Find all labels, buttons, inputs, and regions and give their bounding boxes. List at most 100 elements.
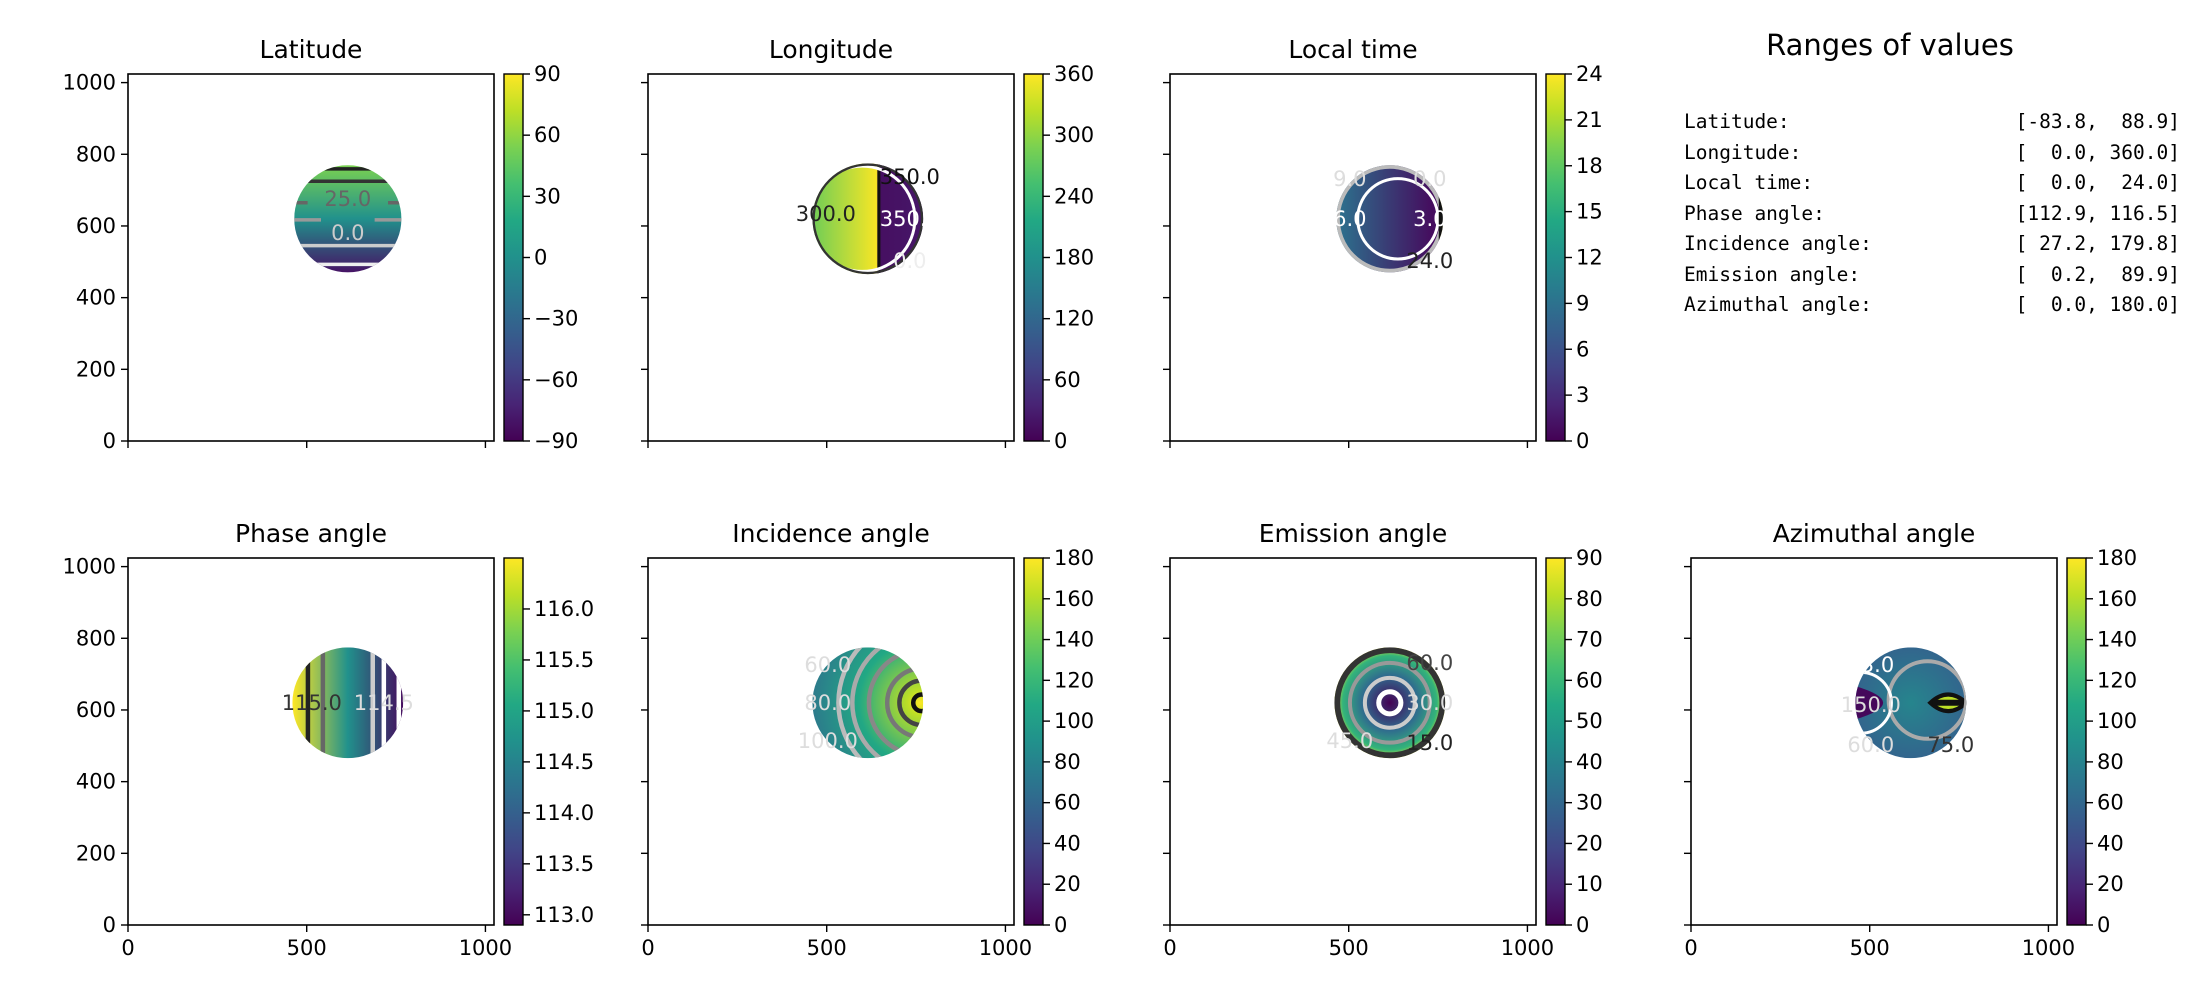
range-row: Azimuthal angle: [ 0.0, 180.0] bbox=[1684, 293, 2180, 323]
contour-label: 0.0 bbox=[331, 221, 364, 245]
colorbar-tick-label: 10 bbox=[1576, 872, 1603, 896]
range-label: Azimuthal angle: bbox=[1684, 293, 1872, 316]
subplot-title: Latitude bbox=[260, 35, 363, 64]
x-tick-label: 500 bbox=[1850, 936, 1890, 960]
range-value: [112.9, 116.5] bbox=[2015, 201, 2180, 225]
x-tick-label: 0 bbox=[1163, 936, 1176, 960]
subplot-title: Phase angle bbox=[235, 519, 387, 548]
colorbar-tick-label: 100 bbox=[1054, 709, 1094, 733]
colorbar-tick-label: 60 bbox=[1054, 791, 1081, 815]
contour-label: 0.0 bbox=[1413, 167, 1446, 191]
colorbar bbox=[1545, 73, 1566, 442]
contour-line bbox=[1376, 689, 1404, 717]
colorbar-tick-label: −30 bbox=[534, 307, 578, 331]
colorbar-tick-label: 24 bbox=[1576, 62, 1603, 86]
colorbar-tick-label: −90 bbox=[534, 429, 578, 453]
range-row: Incidence angle: [ 27.2, 179.8] bbox=[1684, 232, 2180, 262]
colorbar-tick-label: 0 bbox=[1576, 913, 1589, 937]
colorbar-tick-label: 180 bbox=[1054, 246, 1094, 270]
subplot-title: Longitude bbox=[769, 35, 893, 64]
colorbar-tick-label: 20 bbox=[2097, 872, 2124, 896]
colorbar bbox=[2066, 557, 2087, 926]
contour-label: 300.0 bbox=[796, 202, 856, 226]
colorbar bbox=[503, 557, 524, 926]
colorbar-tick-label: 80 bbox=[2097, 750, 2124, 774]
y-tick-label: 600 bbox=[76, 214, 116, 238]
x-tick-label: 0 bbox=[641, 936, 654, 960]
colorbar-tick-label: 115.0 bbox=[534, 699, 594, 723]
range-label: Longitude: bbox=[1684, 140, 1802, 164]
contour-label: 60.0 bbox=[1406, 651, 1453, 675]
colorbar-tick-label: 180 bbox=[2097, 546, 2137, 570]
contour-label: 75.0 bbox=[1927, 733, 1974, 757]
colorbar-tick-label: 114.0 bbox=[534, 801, 594, 825]
colorbar-tick-label: 40 bbox=[1054, 831, 1081, 855]
colorbar-tick-label: 120 bbox=[2097, 668, 2137, 692]
colorbar-tick-label: 0 bbox=[1054, 429, 1067, 453]
x-tick-label: 500 bbox=[807, 936, 847, 960]
range-row: Longitude: [ 0.0, 360.0] bbox=[1684, 141, 2180, 171]
colorbar-tick-label: 20 bbox=[1576, 831, 1603, 855]
range-value: [ 0.0, 180.0] bbox=[2015, 293, 2180, 316]
planet-disk bbox=[812, 647, 924, 759]
colorbar-tick-label: 18 bbox=[1576, 154, 1603, 178]
colorbar-tick-label: 60 bbox=[1054, 368, 1081, 392]
colorbar-tick-label: 180 bbox=[1054, 546, 1094, 570]
y-tick-label: 200 bbox=[76, 841, 116, 865]
contour-line bbox=[850, 647, 924, 759]
axes-frame bbox=[1690, 557, 2058, 926]
ranges-title: Ranges of values bbox=[1766, 28, 2014, 62]
contour-line bbox=[1362, 675, 1417, 730]
contour-label: 15.0 bbox=[1406, 731, 1453, 755]
contour-label: 115.0 bbox=[282, 691, 342, 715]
contour-label: 0.0 bbox=[893, 249, 926, 273]
contour-line bbox=[1886, 659, 1967, 741]
range-label: Phase angle: bbox=[1684, 201, 1825, 225]
colorbar-tick-label: 160 bbox=[2097, 587, 2137, 611]
y-tick-label: 1000 bbox=[63, 555, 116, 579]
colorbar-tick-label: 3 bbox=[1576, 383, 1589, 407]
colorbar-tick-label: 0 bbox=[1576, 429, 1589, 453]
colorbar-tick-label: 60 bbox=[1576, 668, 1603, 692]
colorbar-tick-label: 120 bbox=[1054, 668, 1094, 692]
axes-frame bbox=[1169, 557, 1537, 926]
subplot-title: Emission angle bbox=[1259, 519, 1448, 548]
contour-label: 23.0 bbox=[1847, 653, 1894, 677]
colorbar-tick-label: 114.5 bbox=[534, 750, 594, 774]
colorbar-tick-label: 0 bbox=[2097, 913, 2110, 937]
contour-label: 350.0 bbox=[880, 207, 940, 231]
colorbar-tick-label: 40 bbox=[1576, 750, 1603, 774]
colorbar-tick-label: 90 bbox=[1576, 546, 1603, 570]
y-tick-label: 200 bbox=[76, 357, 116, 381]
y-tick-label: 1000 bbox=[63, 71, 116, 95]
colorbar-tick-label: 113.0 bbox=[534, 903, 594, 927]
x-tick-label: 1000 bbox=[459, 936, 512, 960]
planet-disk bbox=[1334, 647, 1446, 759]
colorbar bbox=[503, 73, 524, 442]
axes-frame bbox=[647, 73, 1015, 442]
range-value: [ 0.0, 24.0] bbox=[2015, 171, 2180, 194]
subplot-title: Local time bbox=[1288, 35, 1417, 64]
contour-label: 80.0 bbox=[804, 691, 851, 715]
range-label: Latitude: bbox=[1684, 110, 1790, 133]
colorbar-tick-label: 12 bbox=[1576, 246, 1603, 270]
colorbar-tick-label: 30 bbox=[534, 184, 561, 208]
y-tick-label: 400 bbox=[76, 286, 116, 310]
range-value: [ 0.0, 360.0] bbox=[2015, 140, 2180, 164]
colorbar-tick-label: 21 bbox=[1576, 108, 1603, 132]
y-tick-label: 400 bbox=[76, 770, 116, 794]
subplot-incidence-angle: Incidence angle 60.0 80.0 100.0 0 500 1000 0 20 4… bbox=[641, 519, 1094, 960]
subplot-title: Azimuthal angle bbox=[1773, 519, 1976, 548]
contour-label: 60.0 bbox=[804, 653, 851, 677]
subplot-longitude: Longitude 300.0 350.0 350.0 0.0 0 60 120 180 240 3… bbox=[641, 35, 1094, 453]
contour-label: 350.0 bbox=[880, 165, 940, 189]
colorbar-tick-label: 0 bbox=[1054, 913, 1067, 937]
contour-line bbox=[1334, 647, 1446, 759]
colorbar-tick-label: 300 bbox=[1054, 123, 1094, 147]
colorbar-tick-label: 90 bbox=[534, 62, 561, 86]
contour-line bbox=[812, 163, 924, 275]
colorbar-tick-label: 15 bbox=[1576, 200, 1603, 224]
colorbar-tick-label: 80 bbox=[1054, 750, 1081, 774]
colorbar-tick-label: 115.5 bbox=[534, 648, 594, 672]
y-tick-label: 800 bbox=[76, 626, 116, 650]
